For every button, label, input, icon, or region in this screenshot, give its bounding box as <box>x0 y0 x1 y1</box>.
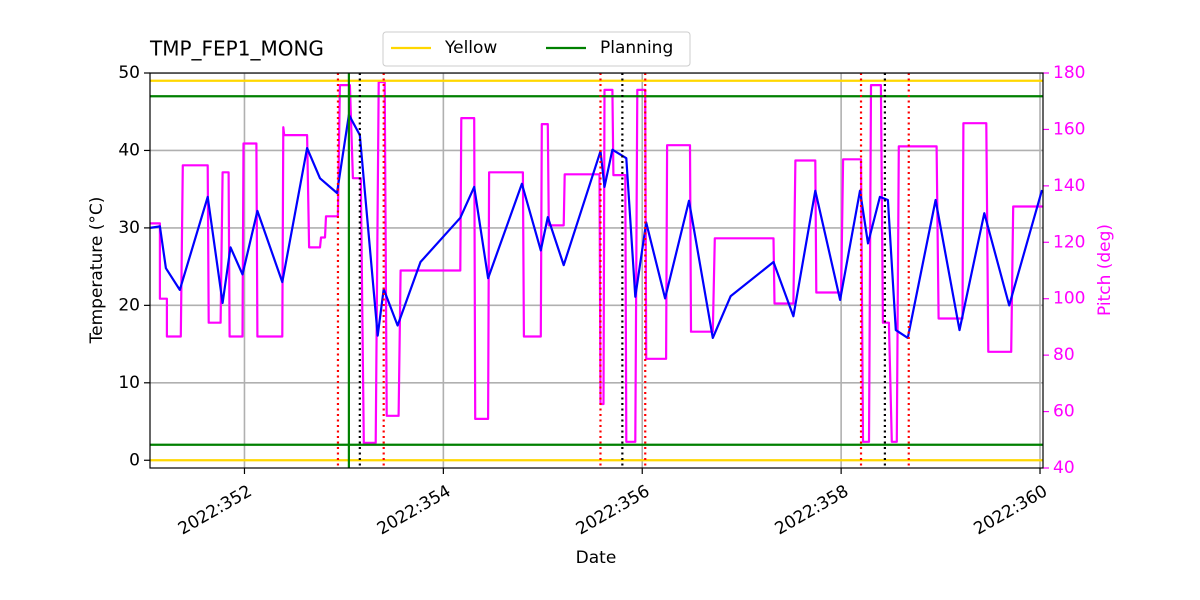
x-tick-label: 2022:352 <box>175 481 256 539</box>
x-axis-label: Date <box>576 548 617 568</box>
x-tick-label: 2022:356 <box>573 481 654 539</box>
y-tick-label: 50 <box>118 63 140 83</box>
legend-label: Yellow <box>444 38 497 58</box>
x-tick-label: 2022:360 <box>970 481 1051 539</box>
x-tick-label: 2022:358 <box>772 481 853 539</box>
y2-tick-label: 100 <box>1053 289 1085 309</box>
y2-tick-label: 180 <box>1053 63 1085 83</box>
y2-tick-label: 120 <box>1053 232 1085 252</box>
y-axis-label: Temperature (°C) <box>87 197 107 345</box>
plot-area <box>150 73 1043 468</box>
y-tick-label: 10 <box>118 373 140 393</box>
y-tick-label: 40 <box>118 140 140 160</box>
y2-axis-label: Pitch (deg) <box>1095 224 1115 316</box>
data-line <box>150 113 1043 339</box>
plot-frame <box>149 72 1044 469</box>
x-tick-label: 2022:354 <box>374 481 455 539</box>
y2-tick-label: 80 <box>1053 345 1075 365</box>
y2-tick-label: 40 <box>1053 458 1075 478</box>
y2-tick-label: 160 <box>1053 119 1085 139</box>
legend-label: Planning <box>600 38 673 58</box>
data-line <box>150 80 1043 444</box>
legend: Yellow Planning <box>382 31 691 67</box>
y2-tick-label: 60 <box>1053 402 1075 422</box>
y2-tick-label: 140 <box>1053 176 1085 196</box>
chart-title: TMP_FEP1_MONG <box>149 37 324 61</box>
y-tick-label: 20 <box>118 295 140 315</box>
legend-box <box>382 31 691 67</box>
y-tick-label: 30 <box>118 218 140 238</box>
y-tick-label: 0 <box>129 450 140 470</box>
